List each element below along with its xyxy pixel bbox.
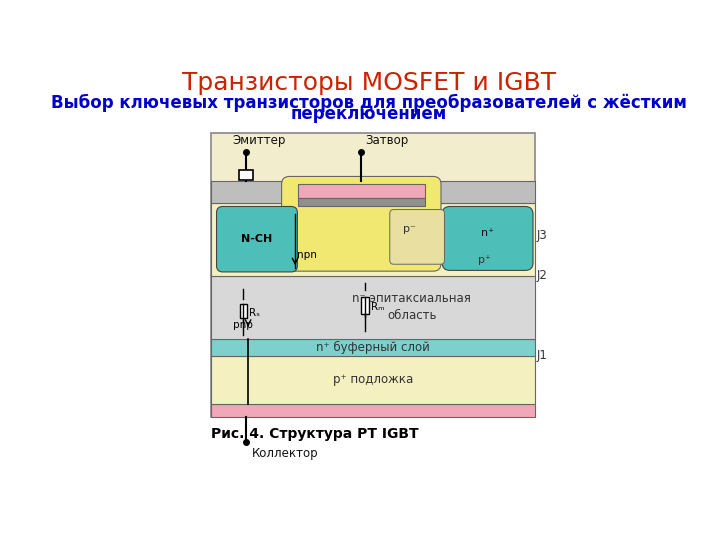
Text: n⁺: n⁺ bbox=[481, 228, 494, 238]
Text: J3: J3 bbox=[537, 229, 548, 242]
Bar bbox=[211, 181, 534, 202]
Bar bbox=[211, 356, 534, 403]
Text: n⁺ буферный слой: n⁺ буферный слой bbox=[316, 341, 430, 354]
Text: Эмиттер: Эмиттер bbox=[232, 134, 285, 147]
FancyBboxPatch shape bbox=[390, 210, 444, 264]
Text: Rₛ: Rₛ bbox=[249, 308, 260, 318]
Text: р⁺ подложка: р⁺ подложка bbox=[333, 373, 413, 386]
FancyBboxPatch shape bbox=[282, 177, 441, 271]
Bar bbox=[211, 339, 534, 356]
Bar bbox=[211, 403, 534, 417]
Text: Коллектор: Коллектор bbox=[252, 447, 318, 460]
Text: J1: J1 bbox=[537, 349, 548, 362]
Text: J2: J2 bbox=[537, 269, 548, 282]
Text: Rₘ: Rₘ bbox=[371, 301, 384, 312]
Text: Выбор ключевых транзисторов для преобразователей с жёстким: Выбор ключевых транзисторов для преобраз… bbox=[51, 94, 687, 112]
Text: переключением: переключением bbox=[291, 105, 447, 123]
Text: pnp: pnp bbox=[233, 320, 253, 330]
Bar bbox=[240, 304, 248, 318]
Text: npn: npn bbox=[297, 250, 318, 260]
FancyBboxPatch shape bbox=[442, 206, 533, 271]
Bar bbox=[211, 132, 534, 417]
Bar bbox=[361, 296, 369, 314]
Bar bbox=[298, 184, 425, 198]
Text: n⁻ эпитаксиальная
область: n⁻ эпитаксиальная область bbox=[352, 292, 471, 322]
Text: р⁺: р⁺ bbox=[478, 255, 491, 265]
Bar bbox=[211, 276, 534, 339]
Text: Рис. 4. Структура PT IGBT: Рис. 4. Структура PT IGBT bbox=[211, 427, 419, 441]
Text: N-CH: N-CH bbox=[241, 234, 273, 244]
FancyBboxPatch shape bbox=[217, 206, 297, 272]
Bar bbox=[239, 170, 253, 179]
Text: р⁻: р⁻ bbox=[403, 225, 416, 234]
Text: Затвор: Затвор bbox=[365, 134, 408, 147]
Text: Транзисторы MOSFET и IGBT: Транзисторы MOSFET и IGBT bbox=[182, 71, 556, 94]
Bar bbox=[298, 198, 425, 206]
Bar bbox=[211, 202, 534, 276]
